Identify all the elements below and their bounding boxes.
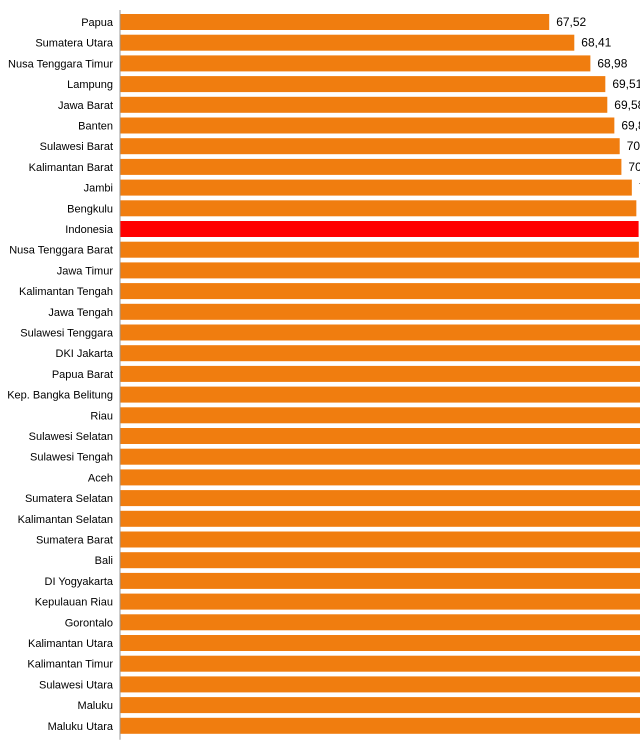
value-label: 69,51 [612, 77, 640, 91]
category-label: Jawa Timur [57, 265, 114, 277]
category-label: Kalimantan Barat [29, 162, 113, 174]
category-label: Sulawesi Selatan [29, 431, 113, 443]
bar [120, 158, 622, 175]
value-label: 70,45 [639, 181, 640, 195]
bar [120, 303, 640, 320]
bar [120, 324, 640, 341]
bar [120, 428, 640, 444]
bar [120, 635, 640, 651]
value-label: 68,41 [581, 36, 611, 50]
bar [120, 448, 640, 465]
value-label: 70,02 [627, 139, 640, 153]
bar [120, 76, 606, 93]
category-label: Sulawesi Utara [39, 679, 114, 691]
bar [120, 96, 608, 113]
bar [120, 697, 640, 714]
category-label: DI Yogyakarta [45, 576, 114, 588]
bar [120, 490, 640, 507]
category-label: Kepulauan Riau [35, 597, 113, 609]
bar [120, 14, 550, 30]
category-label: Maluku [78, 700, 113, 712]
bar [120, 179, 632, 196]
category-label: Papua [81, 17, 114, 29]
category-label: Banten [78, 121, 113, 133]
category-label: Gorontalo [65, 617, 113, 629]
category-label: Riau [90, 410, 113, 422]
category-label: Kalimantan Timur [27, 659, 113, 671]
bar [120, 717, 640, 734]
category-label: Sumatera Barat [36, 535, 113, 547]
category-label: Jawa Tengah [48, 307, 113, 319]
category-label: Nusa Tenggara Timur [8, 58, 113, 70]
category-label: Lampung [67, 79, 113, 91]
value-label: 70,08 [628, 160, 640, 174]
bar [120, 655, 640, 672]
category-label: Indonesia [65, 224, 114, 236]
bar [120, 345, 640, 362]
bar [120, 552, 640, 569]
category-label: Kalimantan Selatan [18, 514, 113, 526]
category-label: Bali [95, 555, 113, 567]
category-label: Jambi [84, 183, 113, 195]
bar [120, 262, 640, 279]
bar [120, 510, 640, 527]
category-label: Sumatera Selatan [25, 493, 113, 505]
bar [120, 283, 640, 300]
bar [120, 572, 640, 589]
category-label: Maluku Utara [48, 721, 114, 733]
bar [120, 676, 640, 693]
value-label: 68,98 [597, 56, 627, 70]
category-label: DKI Jakarta [56, 348, 114, 360]
category-label: Sulawesi Tengah [30, 452, 113, 464]
bar [120, 138, 620, 155]
bar [120, 614, 640, 631]
bar [120, 200, 637, 217]
category-label: Jawa Barat [58, 100, 113, 112]
bar [120, 55, 591, 72]
category-label: Papua Barat [52, 369, 113, 381]
value-label: 69,83 [621, 119, 640, 133]
bar-highlight [120, 221, 639, 237]
value-label: 69,58 [614, 98, 640, 112]
category-label: Sumatera Utara [35, 38, 114, 50]
category-label: Aceh [88, 472, 113, 484]
bar [120, 34, 575, 51]
category-label: Kep. Bangka Belitung [7, 390, 113, 402]
bar [120, 531, 640, 548]
category-label: Nusa Tenggara Barat [9, 245, 113, 257]
labels-layer: Papua 67,52 Sumatera Utara 68,41 Nusa Tengga… [7, 15, 640, 733]
value-label: 67,52 [556, 15, 586, 29]
category-label: Kalimantan Tengah [19, 286, 113, 298]
bar [120, 365, 640, 382]
bar [120, 117, 615, 134]
bars-layer [120, 14, 640, 734]
category-label: Sulawesi Barat [40, 141, 113, 153]
category-label: Sulawesi Tenggara [20, 328, 114, 340]
category-label: Kalimantan Utara [28, 638, 114, 650]
bar [120, 469, 640, 486]
bar [120, 407, 640, 424]
bar [120, 241, 639, 258]
bar [120, 386, 640, 403]
category-label: Bengkulu [67, 203, 113, 215]
bar [120, 593, 640, 610]
